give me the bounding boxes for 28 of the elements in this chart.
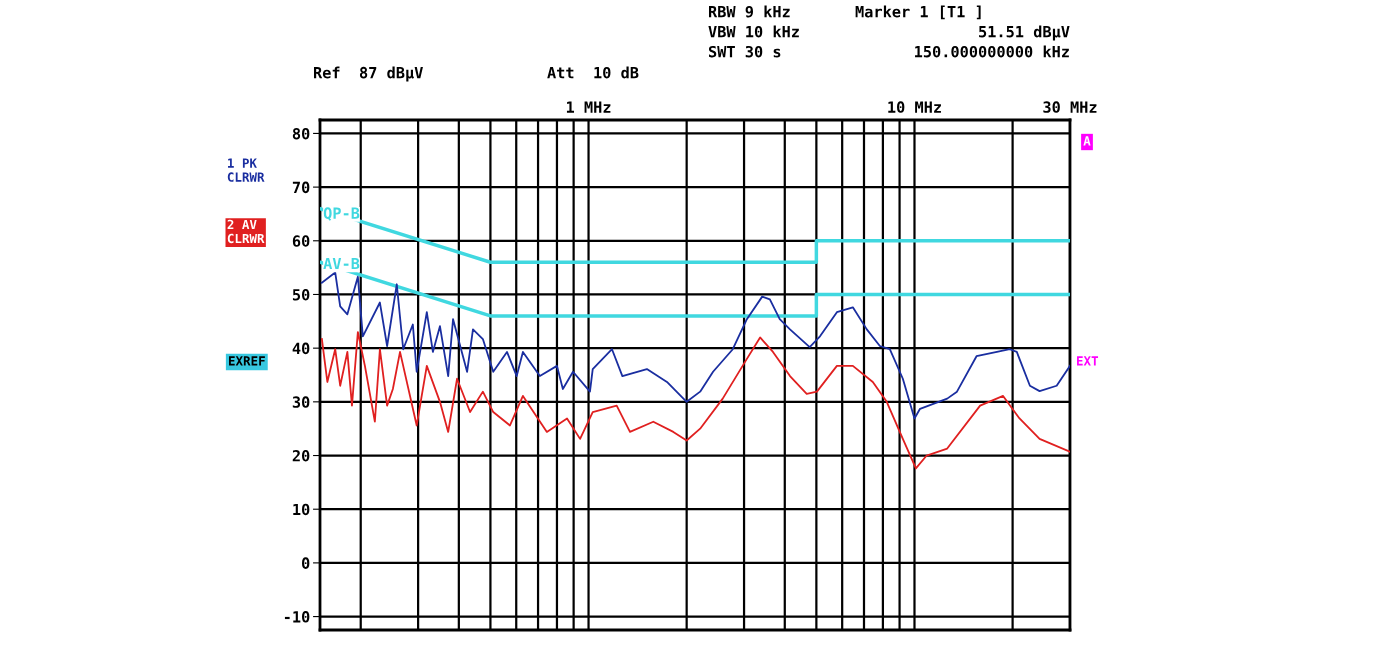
text: EXT (1077, 356, 1099, 366)
y-tick-label: 40 (292, 342, 310, 355)
text: Marker 1 [T1 ] (855, 5, 981, 20)
text: Ref 87 dBµV (313, 66, 423, 82)
y-tick-label: 30 (292, 396, 310, 408)
text: Att 10 dB (547, 66, 639, 79)
y-tick-label: 0 (302, 557, 310, 569)
text: SWT 30 s (708, 45, 781, 58)
text: A (1083, 136, 1091, 146)
text: 2 AV CLRWR (227, 219, 265, 244)
y-tick-label: 20 (292, 449, 310, 462)
text: RBW 9 kHz (708, 5, 790, 18)
text: 150.000000000 kHz (915, 45, 1069, 58)
y-tick-label: 10 (293, 503, 310, 516)
x-tick-label: 1 MHz (566, 101, 611, 113)
x-tick-label: 30 MHz (1043, 101, 1097, 113)
y-tick-label: -10 (284, 611, 310, 623)
y-tick-label: 70 (292, 181, 310, 194)
series-label: QP-B (323, 207, 360, 221)
x-tick-label: 10 MHz (888, 101, 941, 113)
text: EXREF (229, 356, 265, 366)
y-tick-label: 80 (292, 127, 310, 140)
text: 51.51 dBµV (979, 25, 1070, 41)
text: 1 PK CLRWR (227, 158, 265, 182)
series-label: AV-B (323, 257, 360, 270)
y-tick-label: 50 (292, 288, 310, 301)
y-tick-label: 60 (292, 235, 310, 247)
text: VBW 10 kHz (708, 25, 799, 38)
